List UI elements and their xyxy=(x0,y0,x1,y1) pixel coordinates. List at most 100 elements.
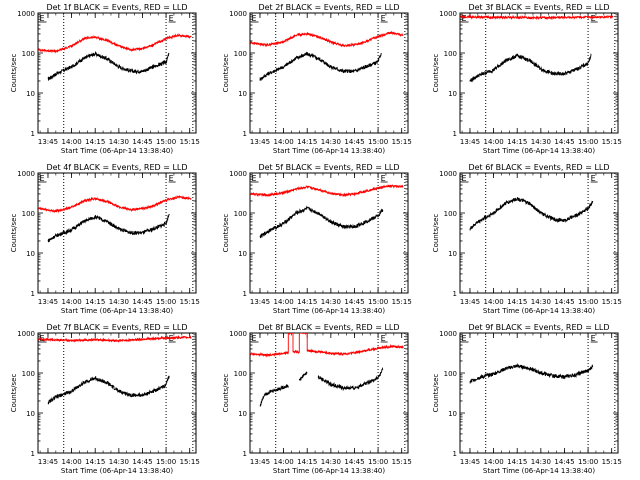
x-tick-label: 15:15 xyxy=(392,298,412,306)
plot-frame xyxy=(37,172,197,294)
x-tick-label: 14:30 xyxy=(531,298,551,306)
plot-frame xyxy=(37,12,197,134)
events-series-line-seg-2 xyxy=(317,366,384,392)
e-marker-label: E xyxy=(40,334,45,343)
lld-series-line-seg-0 xyxy=(38,335,192,344)
e-marker-label: E xyxy=(252,334,257,343)
e-marker-label: E xyxy=(591,174,596,183)
x-tick-label: 13:45 xyxy=(460,458,480,466)
y-tick-label: 100 xyxy=(444,50,457,58)
y-axis-label: Counts/sec xyxy=(432,214,440,253)
y-tick-label: 1 xyxy=(31,130,35,138)
x-tick-label: 14:00 xyxy=(484,458,504,466)
y-tick-label: 1000 xyxy=(229,330,247,338)
e-marker-label: E xyxy=(591,14,596,23)
x-tick-label: 14:45 xyxy=(344,458,364,466)
panel-title: Det 8f BLACK = Events, RED = LLD xyxy=(258,323,399,332)
events-series-line-seg-0 xyxy=(469,363,594,385)
y-tick-label: 1000 xyxy=(439,10,457,18)
x-tick-label: 15:15 xyxy=(180,458,200,466)
y-axis-label: Counts/sec xyxy=(10,214,18,253)
y-axis-label: Counts/sec xyxy=(432,54,440,93)
x-tick-label: 14:30 xyxy=(321,458,341,466)
y-axis-label: Counts/sec xyxy=(10,54,18,93)
x-tick-label: 15:15 xyxy=(180,298,200,306)
x-tick-label: 14:00 xyxy=(62,138,82,146)
e-marker-label: E xyxy=(381,334,386,343)
x-axis-label: Start Time (06-Apr-14 13:38:40) xyxy=(483,307,595,315)
x-tick-label: 14:45 xyxy=(132,138,152,146)
lld-series-line-seg-0 xyxy=(250,30,404,48)
x-tick-label: 14:15 xyxy=(85,138,105,146)
lld-series-line-seg-0 xyxy=(250,333,404,358)
x-tick-label: 14:30 xyxy=(531,458,551,466)
panel-title: Det 3f BLACK = Events, RED = LLD xyxy=(468,3,609,12)
x-tick-label: 15:15 xyxy=(602,458,622,466)
plot-frame xyxy=(249,332,409,454)
x-axis-label: Start Time (06-Apr-14 13:38:40) xyxy=(273,307,385,315)
x-tick-label: 14:45 xyxy=(132,298,152,306)
y-axis-label: Counts/sec xyxy=(432,374,440,413)
y-tick-label: 1 xyxy=(243,130,247,138)
x-axis-label: Start Time (06-Apr-14 13:38:40) xyxy=(61,307,173,315)
panel-title: Det 6f BLACK = Events, RED = LLD xyxy=(468,163,609,172)
x-tick-label: 13:45 xyxy=(250,298,270,306)
x-tick-label: 14:30 xyxy=(109,298,129,306)
events-series-line-seg-1 xyxy=(298,371,308,381)
lld-series-line-seg-0 xyxy=(38,194,192,214)
events-series-line-seg-0 xyxy=(469,197,594,231)
events-series-line-seg-0 xyxy=(259,51,382,81)
e-marker-label: E xyxy=(252,14,257,23)
lld-series-line-seg-0 xyxy=(460,14,614,21)
y-tick-label: 1 xyxy=(453,130,457,138)
panel-det-8: Det 8f BLACK = Events, RED = LLD 1 10 100 10… xyxy=(222,323,412,475)
x-tick-label: 14:15 xyxy=(297,458,317,466)
panel-title: Det 1f BLACK = Events, RED = LLD xyxy=(46,3,187,12)
x-tick-label: 14:45 xyxy=(132,458,152,466)
y-tick-label: 1 xyxy=(243,450,247,458)
y-tick-label: 1000 xyxy=(17,10,35,18)
x-tick-label: 13:45 xyxy=(38,458,58,466)
x-tick-label: 14:45 xyxy=(554,458,574,466)
x-tick-label: 14:30 xyxy=(109,138,129,146)
x-axis-label: Start Time (06-Apr-14 13:38:40) xyxy=(61,147,173,155)
e-marker-label: E xyxy=(40,174,45,183)
e-marker-label: E xyxy=(462,14,467,23)
x-axis-label: Start Time (06-Apr-14 13:38:40) xyxy=(483,467,595,475)
e-marker-label: E xyxy=(381,174,386,183)
panel-title: Det 9f BLACK = Events, RED = LLD xyxy=(468,323,609,332)
y-tick-label: 100 xyxy=(234,50,247,58)
y-tick-label: 1 xyxy=(31,450,35,458)
panel-det-2: Det 2f BLACK = Events, RED = LLD 1 10 100 10… xyxy=(222,3,412,155)
e-marker-label: E xyxy=(591,334,596,343)
x-tick-label: 15:15 xyxy=(392,138,412,146)
y-tick-label: 10 xyxy=(238,250,247,258)
y-axis-label: Counts/sec xyxy=(222,374,230,413)
e-marker-label: E xyxy=(169,174,174,183)
x-tick-label: 14:00 xyxy=(484,138,504,146)
panel-det-1: Det 1f BLACK = Events, RED = LLD 1 10 100 10… xyxy=(10,3,200,155)
x-tick-label: 13:45 xyxy=(460,298,480,306)
x-tick-label: 15:15 xyxy=(180,138,200,146)
x-tick-label: 14:15 xyxy=(507,298,527,306)
x-tick-label: 15:15 xyxy=(392,458,412,466)
y-tick-label: 100 xyxy=(444,210,457,218)
y-tick-label: 100 xyxy=(234,210,247,218)
y-tick-label: 1 xyxy=(453,290,457,298)
panel-det-3: Det 3f BLACK = Events, RED = LLD 1 10 100 10… xyxy=(432,3,622,155)
x-tick-label: 14:45 xyxy=(344,298,364,306)
plot-frame xyxy=(249,172,409,294)
x-tick-label: 13:45 xyxy=(250,458,270,466)
y-tick-label: 1 xyxy=(243,290,247,298)
e-marker-label: E xyxy=(381,14,386,23)
x-tick-label: 14:15 xyxy=(507,458,527,466)
x-tick-label: 15:15 xyxy=(602,298,622,306)
y-tick-label: 10 xyxy=(26,90,35,98)
lld-series-line-seg-0 xyxy=(38,33,192,54)
y-tick-label: 100 xyxy=(22,370,35,378)
x-tick-label: 14:45 xyxy=(554,138,574,146)
x-tick-label: 15:00 xyxy=(578,138,598,146)
x-tick-label: 15:00 xyxy=(156,298,176,306)
x-tick-label: 15:00 xyxy=(578,458,598,466)
x-axis-label: Start Time (06-Apr-14 13:38:40) xyxy=(273,467,385,475)
